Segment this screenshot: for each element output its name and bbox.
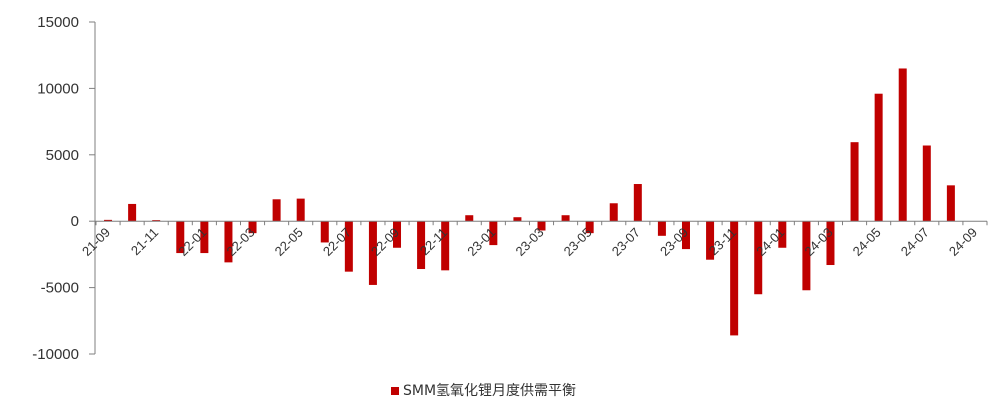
bar <box>537 221 546 231</box>
x-tick-label: 21-09 <box>79 225 113 259</box>
bar <box>441 221 450 271</box>
x-tick-label: 24-07 <box>898 225 932 259</box>
bar <box>513 217 522 222</box>
bar <box>898 68 907 222</box>
bar <box>128 203 137 222</box>
bar <box>826 221 835 266</box>
y-tick-label: 0 <box>71 213 79 230</box>
bar <box>104 219 113 222</box>
x-tick-label: 24-05 <box>850 225 884 259</box>
bar <box>946 185 955 222</box>
bar <box>489 221 498 246</box>
legend: SMM氢氧化锂月度供需平衡 <box>391 383 576 399</box>
x-tick-label: 22-05 <box>272 225 306 259</box>
legend-swatch <box>391 387 399 395</box>
bar <box>417 221 426 270</box>
bar <box>850 142 859 222</box>
bar <box>609 203 618 222</box>
bar <box>657 221 666 236</box>
bar <box>296 198 305 222</box>
y-tick-label: 15000 <box>37 14 79 31</box>
bar <box>224 221 233 263</box>
bar <box>272 199 281 222</box>
bar <box>465 215 474 222</box>
bar <box>585 221 594 234</box>
bar <box>730 221 739 336</box>
bar <box>368 221 377 285</box>
bar <box>176 221 185 254</box>
bar <box>152 220 161 222</box>
bar <box>802 221 811 291</box>
bar <box>754 221 763 295</box>
bar <box>633 184 642 222</box>
x-tick-label: 24-09 <box>946 225 980 259</box>
bar <box>874 93 883 222</box>
legend-label: SMM氢氧化锂月度供需平衡 <box>403 383 576 399</box>
bar <box>778 221 787 248</box>
y-tick-label: 10000 <box>37 80 79 97</box>
y-tick-label: 5000 <box>46 147 79 164</box>
bar <box>922 145 931 222</box>
bar <box>393 221 402 248</box>
bar <box>344 221 353 272</box>
bar <box>681 221 690 250</box>
y-tick-label: -10000 <box>32 346 79 363</box>
bar-series <box>104 68 955 336</box>
y-tick-label: -5000 <box>41 280 79 297</box>
x-tick-label: 21-11 <box>128 225 161 258</box>
bar <box>320 221 329 243</box>
bar <box>200 221 209 254</box>
x-axis: 21-09 21-11 22-01 22-03 22-05 22-07 22-09 22-11… <box>79 220 988 259</box>
bar <box>561 215 570 222</box>
bar <box>706 221 715 260</box>
x-tick-label: 23-07 <box>609 225 643 259</box>
y-axis: 15000 10000 5000 0 -5000 -10000 <box>32 14 96 363</box>
bar <box>248 221 257 234</box>
